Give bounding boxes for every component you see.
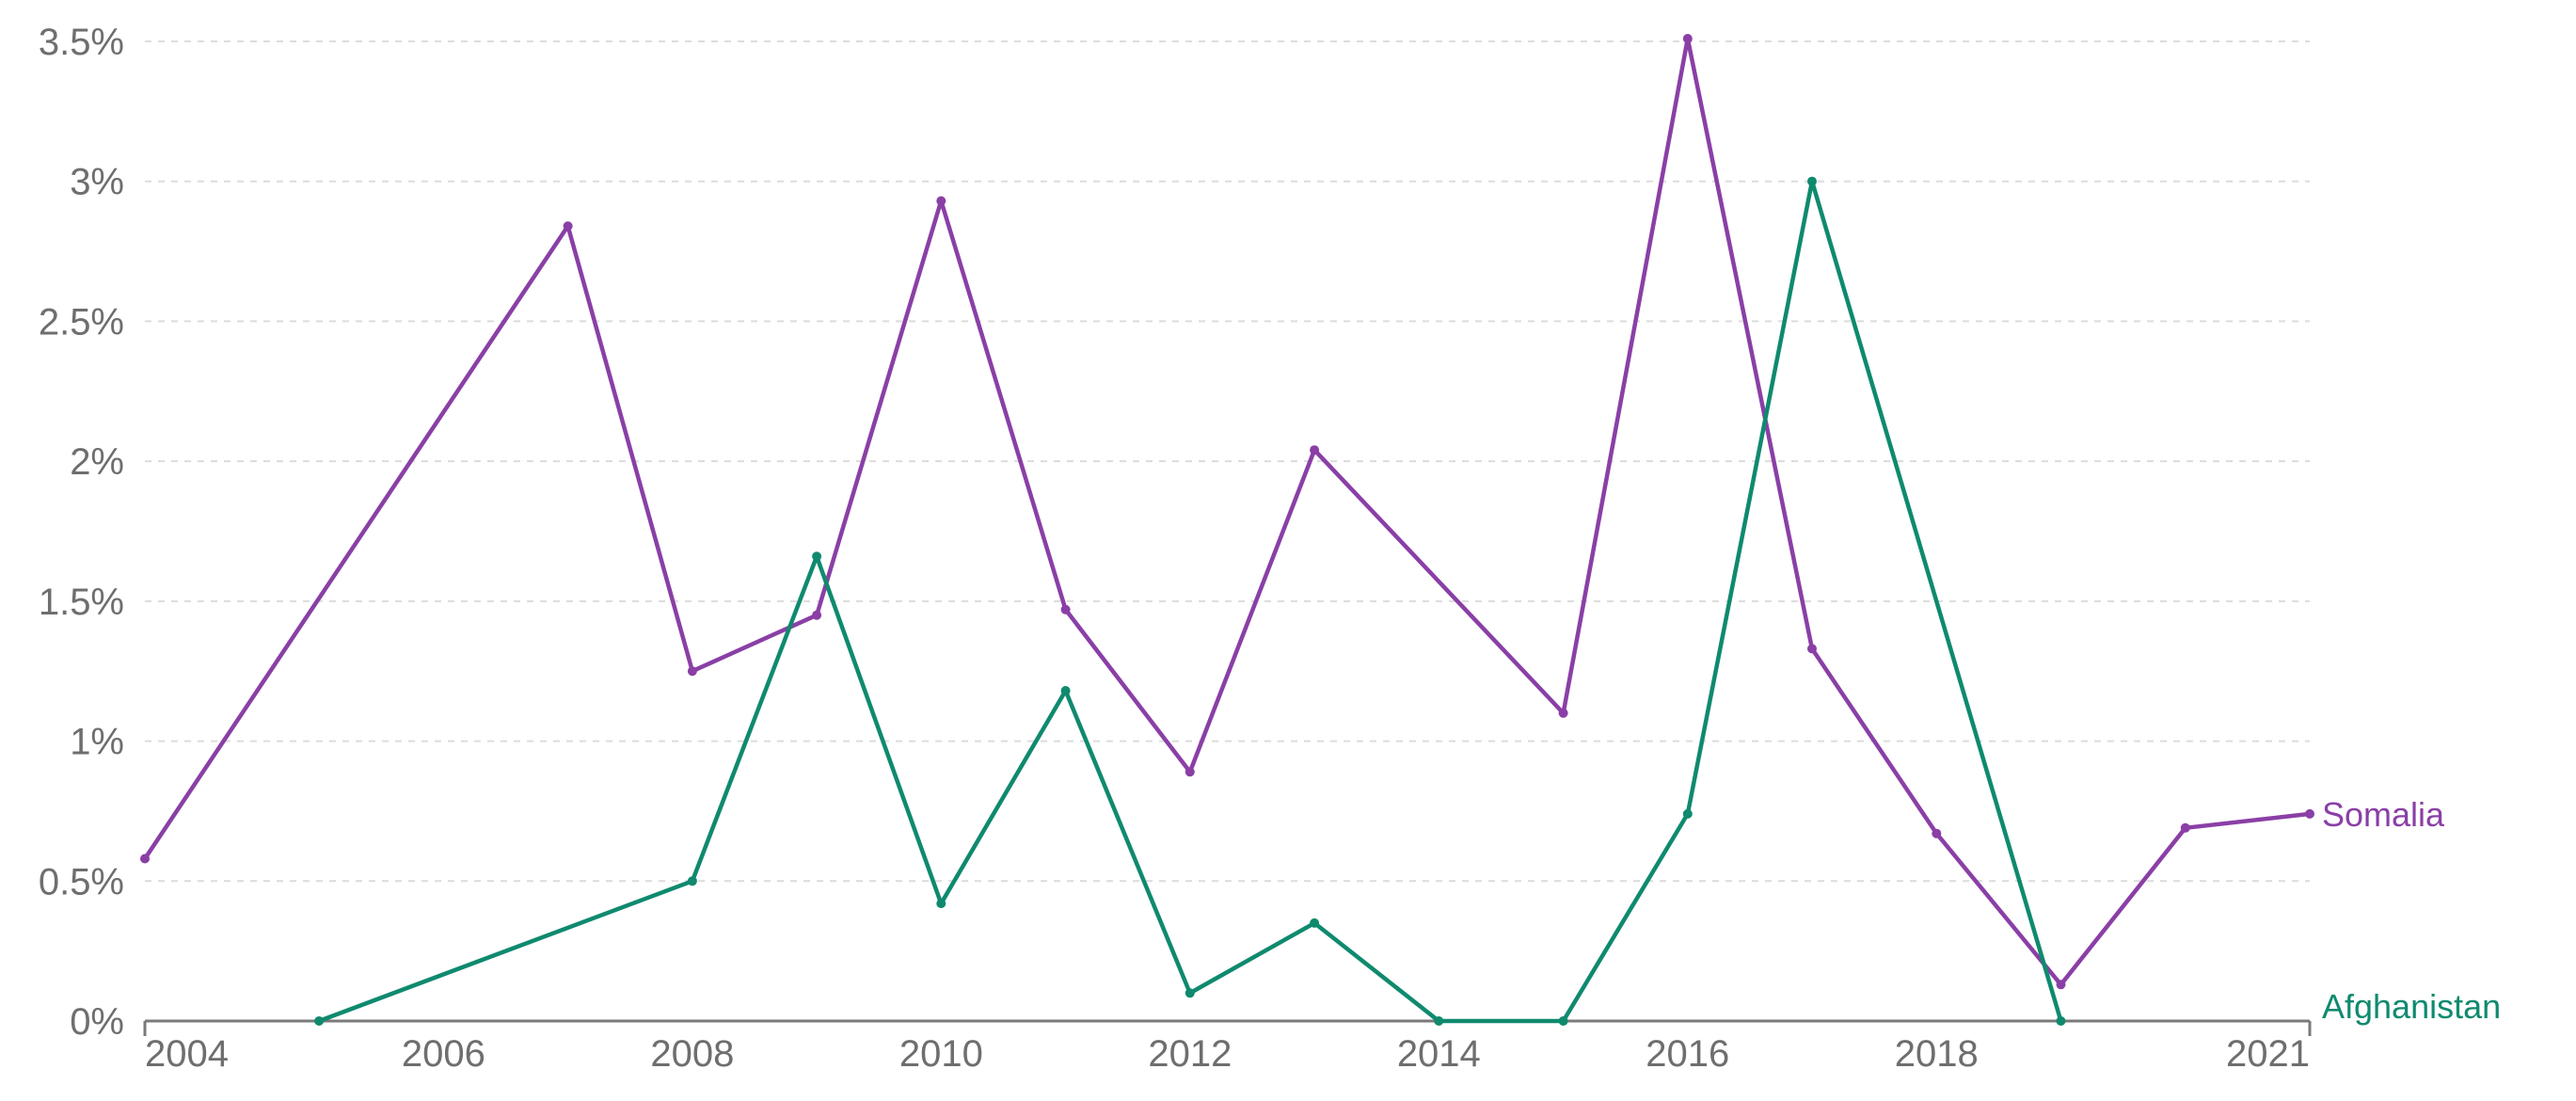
data-point-somalia <box>1682 34 1693 43</box>
data-point-afghanistan <box>1060 686 1071 695</box>
data-point-afghanistan <box>687 876 697 886</box>
series-label-somalia: Somalia <box>2322 795 2445 834</box>
x-axis-tick-labels: 2004 2006 2008 2010 2012 2014 2016 2018 2021 <box>145 1033 2310 1075</box>
data-point-somalia <box>1807 644 1817 654</box>
x-axis <box>143 1019 2312 1036</box>
y-tick-label: 1.5% <box>39 582 124 623</box>
x-tick-label: 2021 <box>2226 1033 2310 1075</box>
data-point-afghanistan <box>1434 1016 1444 1026</box>
data-point-somalia <box>687 666 697 677</box>
data-point-afghanistan <box>1185 988 1195 998</box>
data-point-afghanistan <box>812 551 822 562</box>
x-tick-label: 2014 <box>1397 1033 1481 1075</box>
data-point-somalia <box>1932 828 1942 838</box>
gridlines <box>145 40 2310 883</box>
x-tick-label: 2016 <box>1646 1033 1729 1075</box>
data-point-somalia <box>2305 808 2314 819</box>
y-tick-label: 2% <box>70 441 124 483</box>
x-tick-label: 2012 <box>1148 1033 1232 1075</box>
series-label-afghanistan: Afghanistan <box>2322 987 2501 1026</box>
data-point-somalia <box>1060 604 1071 614</box>
series-somalia <box>140 34 2314 990</box>
y-tick-label: 0% <box>70 1001 124 1043</box>
data-point-somalia <box>1185 767 1195 777</box>
data-point-afghanistan <box>1558 1016 1568 1026</box>
data-point-somalia <box>1310 445 1320 455</box>
data-point-somalia <box>812 610 822 620</box>
data-point-afghanistan <box>1310 918 1320 928</box>
series-lines <box>140 34 2314 1026</box>
data-point-somalia <box>2056 980 2066 990</box>
series-labels: Somalia Afghanistan <box>2322 795 2501 1026</box>
data-point-afghanistan <box>1682 808 1693 819</box>
series-afghanistan <box>314 176 2066 1026</box>
data-point-afghanistan <box>2056 1016 2066 1026</box>
data-point-afghanistan <box>936 899 946 909</box>
y-tick-label: 3.5% <box>39 22 124 63</box>
data-point-somalia <box>1558 708 1568 718</box>
data-point-somalia <box>2180 822 2190 833</box>
data-point-somalia <box>140 854 150 864</box>
y-tick-label: 0.5% <box>39 861 124 902</box>
data-point-afghanistan <box>314 1016 325 1026</box>
y-axis-tick-labels: 0% 0.5% 1% 1.5% 2% 2.5% 3% 3.5% <box>39 22 124 1043</box>
x-tick-label: 2004 <box>145 1033 229 1075</box>
x-tick-label: 2006 <box>402 1033 485 1075</box>
x-tick-label: 2018 <box>1895 1033 1979 1075</box>
x-tick-label: 2010 <box>899 1033 983 1075</box>
data-point-somalia <box>563 221 573 231</box>
y-tick-label: 1% <box>70 722 124 763</box>
data-point-afghanistan <box>1807 176 1817 186</box>
data-point-somalia <box>936 196 946 206</box>
y-tick-label: 3% <box>70 162 124 203</box>
y-tick-label: 2.5% <box>39 301 124 343</box>
series-line-afghanistan <box>316 179 2063 1024</box>
x-tick-label: 2008 <box>650 1033 734 1075</box>
